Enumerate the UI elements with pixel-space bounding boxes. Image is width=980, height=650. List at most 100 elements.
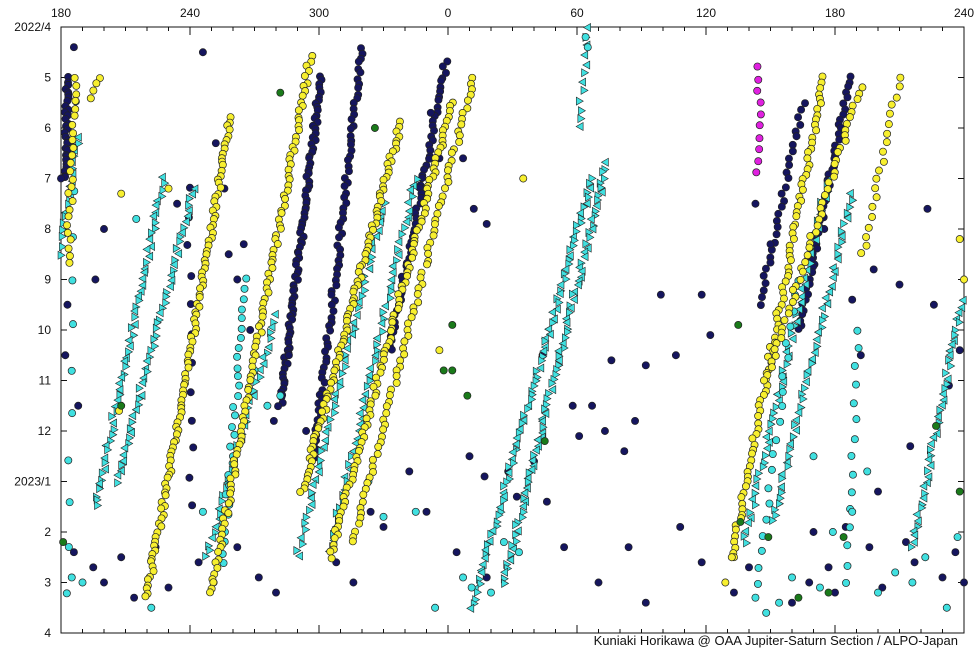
yellow-point xyxy=(72,90,81,99)
yellow-point xyxy=(443,166,452,175)
navy-point xyxy=(895,280,904,289)
navy-point xyxy=(188,501,197,510)
cyan-triangle-point xyxy=(554,346,563,356)
navy-point xyxy=(801,99,809,108)
cyan-point xyxy=(778,402,787,410)
cyan-triangle-point xyxy=(553,364,562,375)
cyan-triangle-point xyxy=(317,446,326,456)
yellow-point xyxy=(960,275,968,284)
cyan-point xyxy=(581,33,590,42)
yellow-point xyxy=(86,94,95,103)
yellow-point xyxy=(784,309,793,318)
cyan-triangle-point xyxy=(149,211,158,221)
navy-point xyxy=(164,583,173,592)
yellow-point xyxy=(796,275,805,284)
cyan-triangle-point xyxy=(787,328,796,338)
yellow-point xyxy=(798,185,807,194)
navy-point xyxy=(865,543,874,552)
navy-point xyxy=(187,416,196,425)
cyan-point xyxy=(237,314,246,323)
x-tick-label: 60 xyxy=(570,6,584,20)
navy-point xyxy=(117,553,126,562)
yellow-point xyxy=(885,109,894,118)
cyan-triangle-point xyxy=(597,187,606,197)
cyan-point xyxy=(230,430,239,439)
navy-point xyxy=(69,43,78,52)
navy-point xyxy=(459,154,467,163)
cyan-triangle-point xyxy=(808,358,817,369)
cyan-triangle-point xyxy=(539,422,548,432)
yellow-point xyxy=(788,298,797,306)
navy-point xyxy=(588,401,597,410)
cyan-triangle-point xyxy=(148,228,156,238)
navy-point xyxy=(233,275,242,284)
cyan-point xyxy=(233,372,242,381)
navy-point xyxy=(198,48,207,57)
cyan-point xyxy=(233,364,242,373)
green-point xyxy=(736,517,745,526)
cyan-triangle-point xyxy=(525,468,534,478)
navy-point xyxy=(438,62,447,71)
yellow-point xyxy=(781,277,790,286)
cyan-triangle-point xyxy=(919,481,928,491)
cyan-triangle-point xyxy=(938,389,947,399)
cyan-triangle-point xyxy=(500,567,508,577)
navy-point xyxy=(910,558,919,567)
yellow-point xyxy=(66,159,75,167)
cyan-triangle-point xyxy=(512,520,521,530)
cyan-triangle-point xyxy=(388,267,397,277)
x-tick-label: 240 xyxy=(954,6,974,20)
green-point xyxy=(824,588,833,597)
yellow-point xyxy=(326,547,335,556)
green-point xyxy=(276,88,285,97)
cyan-triangle-point xyxy=(366,376,375,386)
yellow-point xyxy=(225,125,234,134)
yellow-point xyxy=(226,489,235,498)
cyan-triangle-point xyxy=(575,122,584,132)
cyan-triangle-point xyxy=(813,327,822,337)
cyan-point xyxy=(234,392,243,401)
cyan-point xyxy=(762,608,771,617)
yellow-point xyxy=(741,482,750,491)
navy-point xyxy=(796,120,805,129)
magenta-point xyxy=(756,98,765,107)
yellow-point xyxy=(737,493,746,502)
cyan-triangle-point xyxy=(586,214,595,224)
cyan-triangle-point xyxy=(945,350,954,360)
yellow-point xyxy=(862,241,871,250)
yellow-point xyxy=(435,346,444,355)
cyan-triangle-point xyxy=(255,365,264,375)
navy-point xyxy=(781,183,790,192)
navy-point xyxy=(340,182,349,191)
yellow-point xyxy=(209,578,218,587)
yellow-point xyxy=(841,136,850,145)
cyan-triangle-point xyxy=(113,395,122,405)
yellow-point xyxy=(359,490,368,499)
cyan-triangle-point xyxy=(746,508,755,518)
yellow-point xyxy=(805,243,814,252)
magenta-point xyxy=(754,157,763,166)
cyan-triangle-point xyxy=(943,379,952,389)
cyan-triangle-point xyxy=(358,395,367,405)
cyan-triangle-point xyxy=(169,260,178,270)
cyan-point xyxy=(809,452,818,461)
cyan-triangle-point xyxy=(772,510,781,520)
navy-point xyxy=(482,219,491,228)
cyan-triangle-point xyxy=(480,553,489,563)
cyan-triangle-point xyxy=(348,329,356,339)
cyan-triangle-point xyxy=(919,493,928,503)
cyan-triangle-point xyxy=(387,286,396,296)
cyan-triangle-point xyxy=(364,370,373,380)
yellow-point xyxy=(892,93,901,102)
yellow-point xyxy=(377,197,386,205)
cyan-point xyxy=(231,411,239,420)
yellow-point xyxy=(884,120,893,129)
yellow-point xyxy=(412,226,421,235)
cyan-triangle-point xyxy=(501,578,510,588)
cyan-triangle-point xyxy=(128,411,137,421)
cyan-triangle-point xyxy=(802,265,811,275)
cyan-point xyxy=(778,372,787,381)
navy-point xyxy=(405,467,414,476)
yellow-point xyxy=(879,147,887,156)
yellow-point xyxy=(64,212,73,221)
